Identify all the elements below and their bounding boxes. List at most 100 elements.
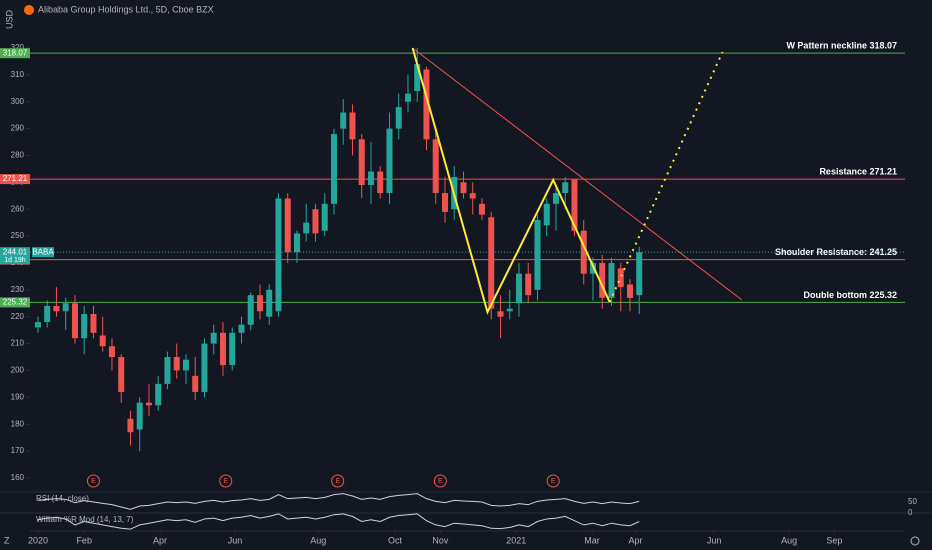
candle-body (284, 198, 291, 253)
candle-body (34, 322, 41, 328)
candle-body (534, 219, 541, 290)
y-tick-label: 280 (11, 151, 25, 160)
candle-body (293, 233, 300, 253)
candle-body (164, 356, 171, 384)
candle-body (210, 332, 217, 344)
candle-body (118, 356, 125, 392)
indicator-name: William %R Mod (14, 13, 7) (36, 515, 134, 524)
price-box (0, 247, 30, 265)
candle-body (469, 193, 476, 199)
candle-body (358, 139, 365, 186)
earnings-label: E (335, 478, 340, 485)
x-tick-label: Jun (228, 535, 243, 545)
y-tick-label: 320 (11, 43, 25, 52)
candle-body (571, 179, 578, 231)
level-text: Shoulder Resistance: 241.25 (775, 247, 897, 257)
price-box-label: 244.01 (3, 247, 28, 256)
candle-body (219, 332, 226, 366)
price-box (0, 174, 30, 185)
candle-body (626, 284, 633, 298)
y-tick-label: 180 (11, 419, 25, 428)
candle-body (423, 69, 430, 140)
candle-body (321, 203, 328, 231)
candle-body (90, 314, 97, 333)
x-tick-label: 2020 (28, 535, 48, 545)
candle-body (127, 418, 134, 433)
y-tick-label: 210 (11, 339, 25, 348)
candle-body (488, 217, 495, 309)
x-tick-label: Jun (707, 535, 722, 545)
currency: USD (4, 10, 14, 30)
logo (24, 5, 34, 15)
tz-button[interactable]: Z (4, 535, 10, 545)
x-tick-label: Feb (76, 535, 92, 545)
candle-body (636, 252, 643, 296)
earnings-label: E (438, 478, 443, 485)
candle-body (543, 203, 550, 226)
candle-body (589, 262, 596, 274)
earnings-marker (433, 474, 447, 488)
symbol-label: BABA (32, 247, 54, 256)
candle-body (192, 375, 199, 392)
price-box-label: 318.07 (3, 48, 28, 57)
y-tick-label: 200 (11, 366, 25, 375)
earnings-marker (219, 474, 233, 488)
candle-body (525, 273, 532, 296)
candle-body (182, 359, 189, 371)
candle-body (53, 305, 60, 312)
y-tick-label: 220 (11, 312, 25, 321)
x-tick-label: Oct (388, 535, 403, 545)
candle-body (330, 133, 337, 204)
candle-body (497, 311, 504, 317)
candle-body (155, 383, 162, 406)
y-tick-label: 170 (11, 446, 25, 455)
x-tick-label: Aug (310, 535, 326, 545)
y-tick-label: 190 (11, 392, 25, 401)
candle-body (515, 273, 522, 304)
indicator-line (37, 513, 640, 530)
countdown: 1d 19h (4, 257, 26, 264)
level-text: Double bottom 225.32 (803, 290, 897, 300)
price-box (0, 297, 30, 308)
price-box-label: 225.32 (3, 298, 28, 307)
candle-body (266, 289, 273, 317)
y-tick-label: 260 (11, 204, 25, 213)
candle-body (108, 346, 115, 357)
earnings-label: E (223, 478, 228, 485)
earnings-marker (546, 474, 560, 488)
x-tick-label: Mar (584, 535, 600, 545)
candle-body (145, 402, 152, 406)
price-box-label: 271.21 (3, 174, 28, 183)
candle-body (173, 356, 180, 371)
candle-body (460, 182, 467, 194)
x-tick-label: Sep (826, 535, 842, 545)
candle-body (562, 182, 569, 194)
chart-title: Alibaba Group Holdings Ltd., 5D, Cboe BZ… (38, 4, 214, 14)
y-tick-label: 230 (11, 285, 25, 294)
candle-body (349, 112, 356, 140)
indicator-tick-label: 50 (908, 497, 917, 506)
earnings-label: E (551, 478, 556, 485)
candle-body (229, 332, 236, 366)
symbol-box (32, 247, 54, 258)
candle-body (136, 402, 143, 430)
level-text: Resistance 271.21 (819, 166, 897, 176)
candle-body (201, 343, 208, 392)
candle-body (367, 171, 374, 186)
candle-body (478, 203, 485, 215)
candle-body (71, 303, 78, 339)
candle-body (599, 262, 606, 298)
candle-body (99, 335, 106, 347)
candle-body (81, 314, 88, 339)
y-tick-label: 250 (11, 231, 25, 240)
candle-body (256, 295, 263, 312)
candle-body (414, 64, 421, 91)
candle-body (238, 324, 245, 333)
candle-body (275, 198, 282, 312)
settings-button[interactable] (910, 536, 920, 546)
trendline (412, 47, 743, 301)
y-tick-label: 310 (11, 70, 25, 79)
candle-body (377, 171, 384, 194)
